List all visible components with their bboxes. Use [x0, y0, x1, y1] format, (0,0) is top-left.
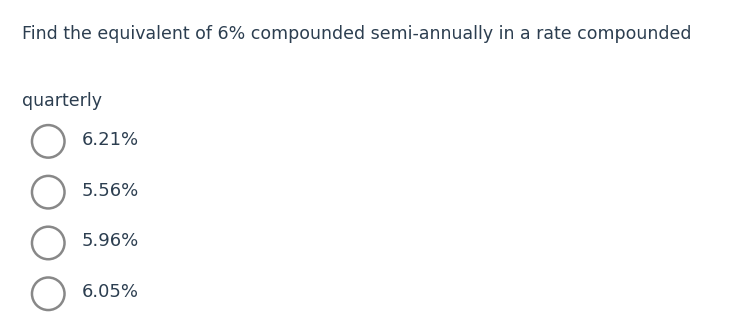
Ellipse shape [32, 125, 64, 158]
Ellipse shape [32, 227, 64, 259]
Text: quarterly: quarterly [23, 92, 103, 110]
Text: Find the equivalent of 6% compounded semi-annually in a rate compounded: Find the equivalent of 6% compounded sem… [23, 26, 692, 43]
Ellipse shape [32, 176, 64, 208]
Text: 6.21%: 6.21% [82, 131, 139, 149]
Text: 5.56%: 5.56% [82, 181, 139, 200]
Text: 6.05%: 6.05% [82, 283, 138, 301]
Ellipse shape [32, 277, 64, 310]
Text: 5.96%: 5.96% [82, 232, 139, 250]
